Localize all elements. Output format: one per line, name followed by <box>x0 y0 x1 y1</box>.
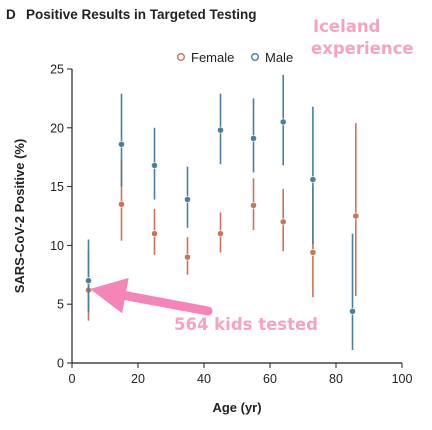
legend: Female Male <box>176 50 293 65</box>
x-tick-label: 0 <box>69 372 76 386</box>
y-tick-label: 5 <box>57 298 64 312</box>
male-point <box>279 118 287 126</box>
x-tick-label: 80 <box>329 372 343 386</box>
panel-title: Positive Results in Targeted Testing <box>26 7 257 22</box>
female-point <box>118 200 125 208</box>
data-marks <box>85 74 360 351</box>
legend-female-marker <box>176 53 185 62</box>
female-point <box>250 202 257 209</box>
panel-letter: D <box>6 7 16 22</box>
male-point <box>349 307 356 315</box>
male-point <box>250 134 257 142</box>
male-point <box>118 140 125 148</box>
x-tick-label: 40 <box>197 372 211 386</box>
annotation-top-line1: Iceland <box>313 17 380 36</box>
legend-male-label: Male <box>265 50 293 65</box>
y-tick-label: 10 <box>50 239 64 253</box>
female-point <box>309 249 317 256</box>
female-point <box>217 230 224 238</box>
y-tick-label: 15 <box>50 180 64 194</box>
annotation-top-line2: experience <box>311 39 414 58</box>
female-point <box>352 212 360 220</box>
male-point <box>309 176 317 183</box>
axis-ticks: 0 20 40 60 80 100 0 5 10 15 20 25 <box>50 63 412 387</box>
legend-male-marker <box>250 53 259 62</box>
male-point <box>217 126 224 134</box>
y-tick-label: 0 <box>57 357 64 371</box>
male-point <box>151 162 158 169</box>
legend-female-label: Female <box>191 50 234 65</box>
y-tick-label: 25 <box>50 63 64 77</box>
x-axis-title: Age (yr) <box>212 400 261 415</box>
x-tick-label: 20 <box>131 372 145 386</box>
female-point <box>184 253 191 261</box>
female-point <box>279 218 287 226</box>
x-tick-label: 100 <box>392 372 413 386</box>
annotation-arrow <box>90 277 213 316</box>
y-tick-label: 20 <box>50 121 64 135</box>
male-point <box>184 196 191 203</box>
x-tick-label: 60 <box>263 372 277 386</box>
female-point <box>151 230 158 238</box>
male-point <box>85 277 92 285</box>
y-axis-title: SARS-CoV-2 Positive (%) <box>12 139 27 294</box>
annotation-arrow-label: 564 kids tested <box>174 315 318 334</box>
